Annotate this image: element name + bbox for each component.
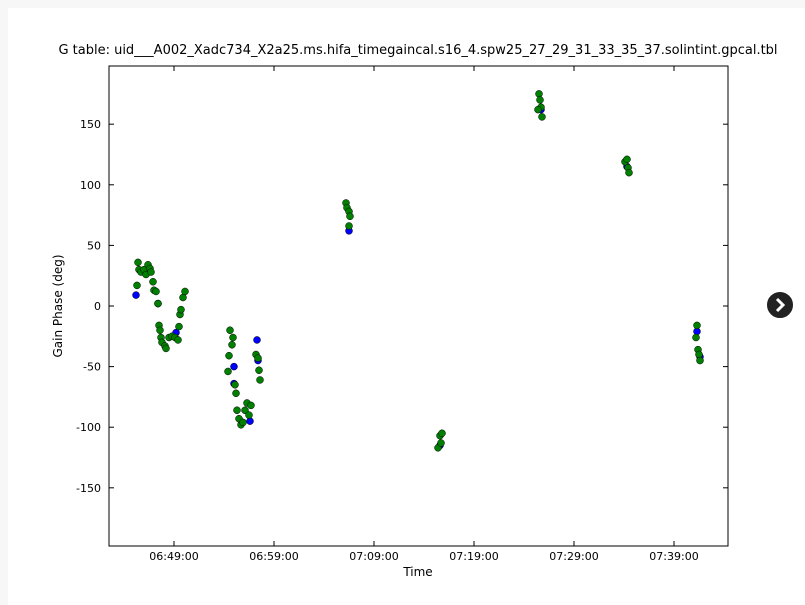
- point: [132, 291, 140, 299]
- point: [224, 367, 232, 376]
- point: [345, 222, 353, 230]
- point: [133, 281, 141, 290]
- y-tick-label: 100: [80, 179, 101, 192]
- point: [225, 351, 233, 360]
- y-tick-label: 150: [80, 118, 101, 131]
- point: [175, 322, 183, 331]
- point: [134, 258, 142, 267]
- point: [623, 155, 631, 164]
- point: [226, 326, 234, 334]
- point: [177, 305, 185, 314]
- point: [696, 356, 704, 365]
- x-axis-label: Time: [402, 565, 432, 579]
- point: [247, 401, 255, 410]
- point: [233, 406, 241, 414]
- point: [152, 287, 160, 296]
- point: [149, 278, 157, 286]
- next-button[interactable]: [765, 290, 795, 320]
- point: [154, 299, 162, 308]
- panel: [8, 8, 805, 605]
- y-tick-label: -50: [83, 361, 101, 374]
- point: [438, 429, 446, 438]
- y-tick-label: 50: [87, 239, 101, 252]
- point: [437, 439, 445, 447]
- point: [245, 411, 253, 419]
- y-tick-label: -100: [76, 421, 101, 434]
- point: [692, 333, 700, 342]
- point: [230, 362, 238, 371]
- point: [229, 333, 237, 342]
- point: [228, 341, 236, 349]
- point: [181, 287, 189, 296]
- point: [231, 381, 239, 389]
- point: [625, 168, 633, 177]
- x-tick-label: 07:29:00: [549, 550, 598, 563]
- point: [241, 406, 249, 414]
- y-tick-label: -150: [76, 482, 101, 495]
- point: [693, 321, 701, 330]
- y-tick-label: 0: [94, 300, 101, 313]
- chart-title: G table: uid___A002_Xadc734_X2a25.ms.hif…: [58, 43, 777, 58]
- point: [239, 418, 247, 427]
- point: [538, 113, 546, 121]
- point: [156, 326, 164, 334]
- next-button-circle[interactable]: [765, 290, 795, 320]
- next-arrow[interactable]: [775, 297, 786, 313]
- point: [346, 212, 354, 221]
- x-tick-label: 07:19:00: [449, 550, 498, 563]
- point: [232, 389, 240, 398]
- y-axis-label: Gain Phase (deg): [51, 254, 65, 357]
- point: [174, 336, 182, 344]
- point: [536, 96, 544, 104]
- point: [253, 336, 261, 344]
- point: [147, 268, 155, 276]
- point: [255, 366, 263, 374]
- point: [256, 376, 264, 384]
- point: [534, 105, 542, 114]
- x-tick-label: 07:09:00: [349, 550, 398, 563]
- x-tick-label: 06:59:00: [249, 550, 298, 563]
- x-tick-label: 07:39:00: [649, 550, 698, 563]
- point: [162, 344, 170, 353]
- x-tick-label: 06:49:00: [149, 550, 198, 563]
- point: [254, 354, 262, 362]
